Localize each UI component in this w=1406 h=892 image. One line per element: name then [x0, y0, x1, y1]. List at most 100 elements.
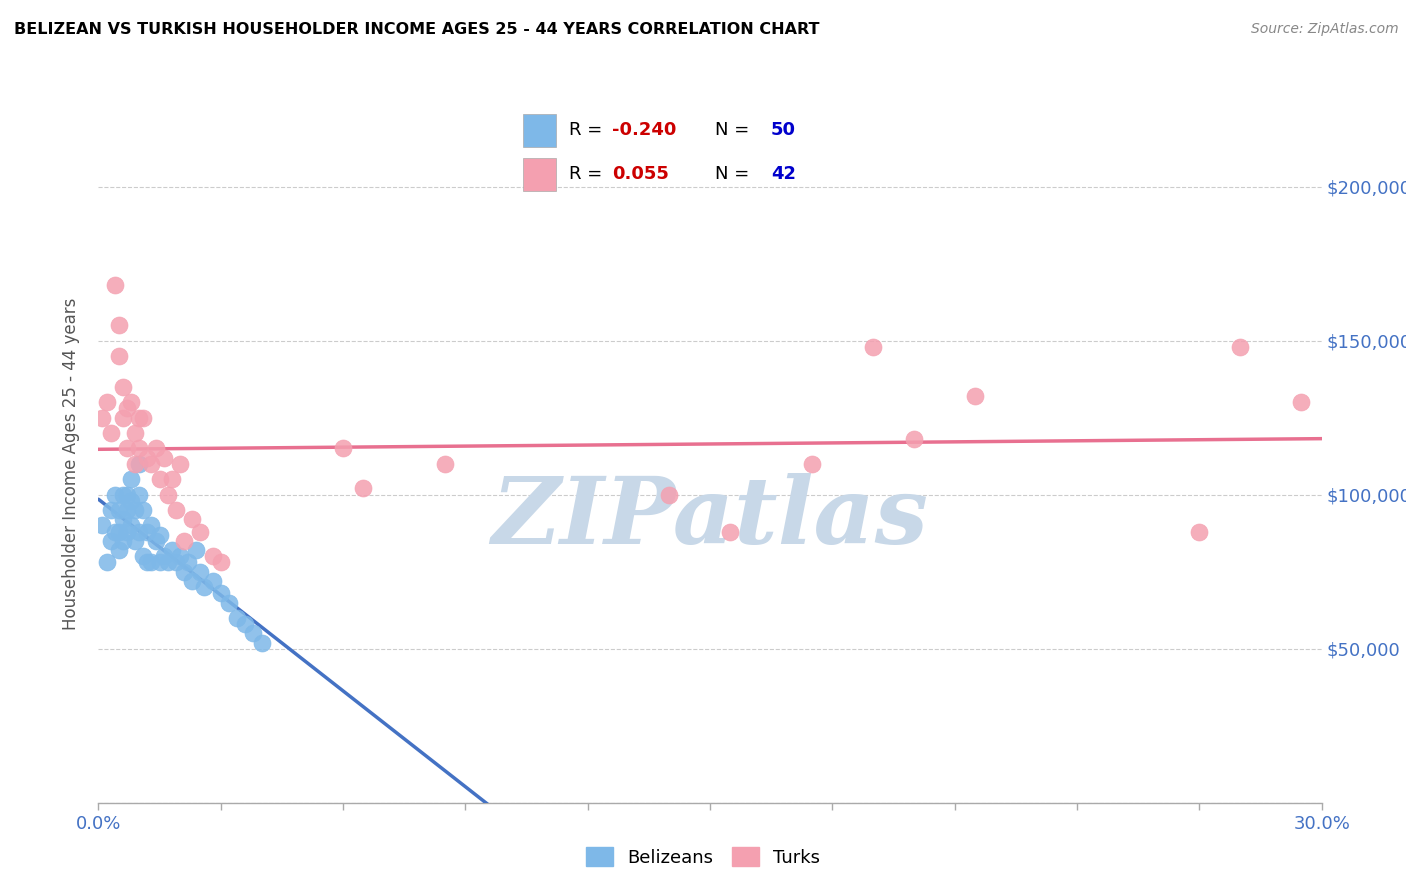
Point	[136, 450, 159, 465]
Point	[96, 395, 118, 409]
Point	[128, 488, 150, 502]
Point	[124, 503, 146, 517]
Point	[100, 425, 122, 440]
Point	[115, 442, 138, 456]
Point	[181, 574, 204, 588]
Point	[193, 580, 215, 594]
Point	[124, 425, 146, 440]
Point	[111, 380, 134, 394]
Point	[801, 457, 824, 471]
Point	[115, 524, 138, 539]
Point	[160, 543, 183, 558]
Point	[149, 472, 172, 486]
Point	[156, 488, 179, 502]
Point	[1229, 340, 1251, 354]
Point	[111, 488, 134, 502]
Point	[149, 556, 172, 570]
Point	[169, 457, 191, 471]
Point	[250, 635, 273, 649]
Point	[233, 617, 256, 632]
Point	[173, 565, 195, 579]
Point	[352, 482, 374, 496]
Text: 0.055: 0.055	[613, 166, 669, 184]
Point	[141, 518, 163, 533]
Point	[132, 503, 155, 517]
Point	[115, 401, 138, 416]
Text: R =: R =	[569, 166, 614, 184]
Point	[108, 543, 131, 558]
Point	[720, 524, 742, 539]
Point	[165, 503, 187, 517]
Point	[1188, 524, 1211, 539]
Point	[128, 524, 150, 539]
Point	[141, 457, 163, 471]
Point	[104, 278, 127, 293]
Point	[132, 549, 155, 564]
Point	[145, 442, 167, 456]
Point	[160, 472, 183, 486]
Point	[1291, 395, 1313, 409]
Point	[169, 549, 191, 564]
Point	[91, 518, 114, 533]
Text: N =: N =	[714, 166, 755, 184]
Point	[152, 450, 174, 465]
Point	[115, 503, 138, 517]
Point	[188, 565, 212, 579]
Point	[209, 586, 232, 600]
Point	[111, 512, 134, 526]
Text: BELIZEAN VS TURKISH HOUSEHOLDER INCOME AGES 25 - 44 YEARS CORRELATION CHART: BELIZEAN VS TURKISH HOUSEHOLDER INCOME A…	[14, 22, 820, 37]
Y-axis label: Householder Income Ages 25 - 44 years: Householder Income Ages 25 - 44 years	[62, 298, 80, 630]
Point	[434, 457, 457, 471]
Point	[100, 503, 122, 517]
Point	[111, 533, 134, 548]
Text: ZIPatlas: ZIPatlas	[492, 473, 928, 563]
Point	[111, 410, 134, 425]
Point	[188, 524, 212, 539]
Point	[209, 556, 232, 570]
Text: N =: N =	[714, 121, 755, 139]
Point	[96, 556, 118, 570]
Point	[115, 488, 138, 502]
Point	[332, 442, 354, 456]
Text: -0.240: -0.240	[613, 121, 676, 139]
Point	[965, 389, 987, 403]
Point	[181, 512, 204, 526]
Point	[120, 395, 142, 409]
Point	[108, 318, 131, 333]
Point	[124, 457, 146, 471]
Point	[128, 410, 150, 425]
Point	[201, 549, 224, 564]
Point	[120, 493, 142, 508]
Point	[136, 556, 159, 570]
Point	[104, 488, 127, 502]
Point	[128, 442, 150, 456]
Point	[124, 533, 146, 548]
Legend: Belizeans, Turks: Belizeans, Turks	[579, 840, 827, 874]
Point	[108, 524, 131, 539]
Point	[120, 472, 142, 486]
Point	[658, 488, 681, 502]
Point	[242, 626, 264, 640]
Point	[108, 349, 131, 363]
Point	[173, 533, 195, 548]
Point	[100, 533, 122, 548]
Point	[226, 611, 249, 625]
Text: Source: ZipAtlas.com: Source: ZipAtlas.com	[1251, 22, 1399, 37]
Point	[108, 503, 131, 517]
Text: 42: 42	[770, 166, 796, 184]
Point	[201, 574, 224, 588]
Point	[903, 432, 925, 446]
Point	[165, 556, 187, 570]
Point	[152, 549, 174, 564]
Point	[128, 457, 150, 471]
Point	[141, 556, 163, 570]
Text: 50: 50	[770, 121, 796, 139]
Point	[91, 410, 114, 425]
Bar	[523, 158, 557, 191]
Bar	[523, 113, 557, 147]
Point	[120, 518, 142, 533]
Point	[156, 556, 179, 570]
Point	[218, 595, 240, 609]
Point	[149, 527, 172, 541]
Point	[145, 533, 167, 548]
